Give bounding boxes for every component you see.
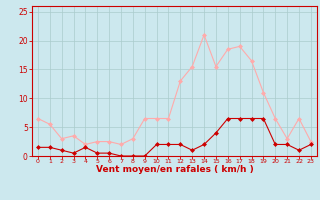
- X-axis label: Vent moyen/en rafales ( km/h ): Vent moyen/en rafales ( km/h ): [96, 165, 253, 174]
